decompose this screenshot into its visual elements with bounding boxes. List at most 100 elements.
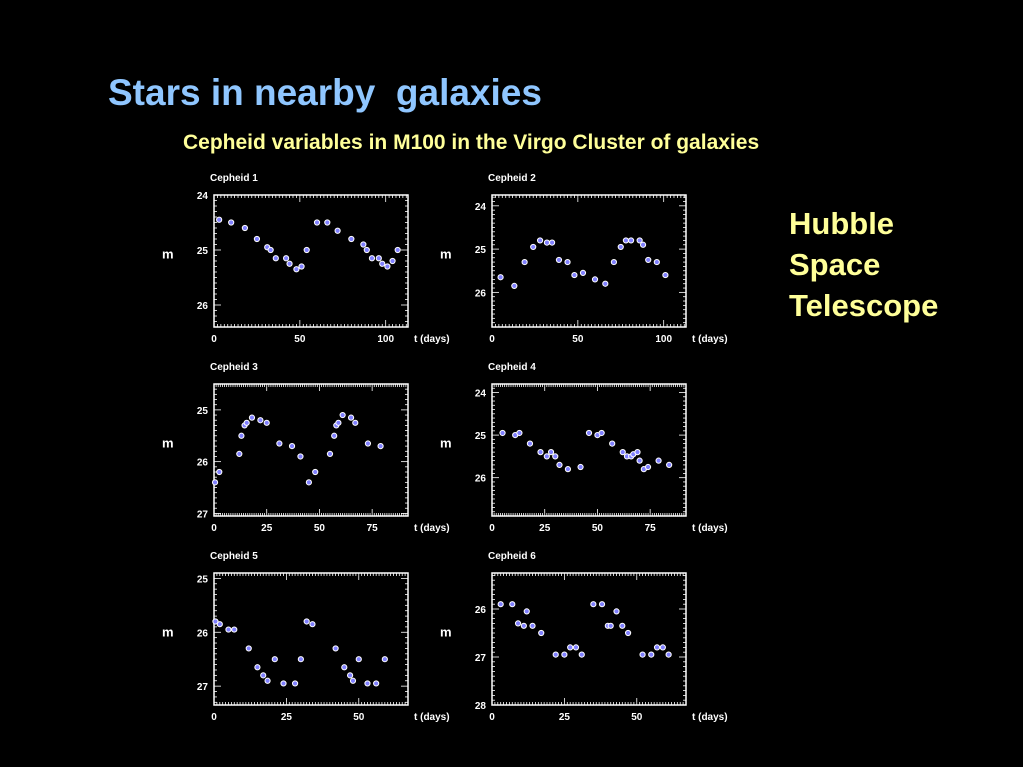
cepheid-3-panel: Cepheid 3 0 25 50 75 25 26 27 t (days) m [160, 356, 450, 536]
data-point [552, 453, 559, 460]
data-point [331, 432, 338, 439]
data-point [264, 677, 271, 684]
data-point [309, 621, 316, 628]
data-point [564, 258, 571, 266]
x-tick-label: 0 [489, 712, 495, 723]
data-point [288, 443, 296, 450]
data-point [253, 235, 261, 243]
cepheid-1-chart: Cepheid 1 0 50 100 24 25 26 t (days) m [162, 173, 450, 345]
plot-frame [491, 194, 687, 328]
cepheid-4-chart: Cepheid 4 0 25 50 75 24 25 26 t (days) m [440, 362, 728, 534]
x-axis-label: t (days) [692, 712, 728, 723]
data-point [293, 266, 300, 273]
data-point [241, 224, 249, 232]
plot-frame [491, 383, 687, 517]
x-axis-label: t (days) [692, 523, 728, 534]
x-axis-label: t (days) [414, 523, 450, 534]
x-tick-label: 50 [314, 523, 326, 534]
data-point [283, 255, 290, 262]
data-point [254, 664, 261, 671]
x-tick-label: 100 [377, 334, 394, 345]
y-tick-label: 25 [475, 431, 487, 442]
data-point [529, 622, 536, 629]
data-point [280, 680, 287, 687]
data-point [334, 227, 341, 234]
data-point [352, 419, 359, 426]
data-point [523, 608, 530, 615]
data-point [216, 468, 223, 476]
plot-frame [213, 383, 409, 517]
data-point [291, 680, 299, 687]
chart-title: Cepheid 5 [210, 551, 258, 562]
data-point [520, 622, 527, 629]
data-point [636, 237, 643, 244]
cepheid-6-chart: Cepheid 6 0 25 50 26 27 28 t (days) m [440, 551, 728, 723]
x-axis-label: t (days) [414, 712, 450, 723]
y-tick-label: 25 [197, 406, 209, 417]
y-tick-label: 27 [197, 509, 209, 520]
data-point [346, 672, 354, 679]
data-point [297, 453, 304, 460]
data-point [537, 449, 544, 456]
hubble-label: Hubble Space Telescope [789, 203, 938, 326]
hubble-label-line-2: Space [789, 247, 881, 282]
plot-frame [213, 572, 409, 706]
cepheid-2-chart: Cepheid 2 0 50 100 24 25 26 t (days) m [440, 173, 728, 345]
x-axis-label: t (days) [692, 334, 728, 345]
data-point [312, 468, 319, 476]
data-point [297, 656, 304, 663]
data-point [567, 644, 574, 651]
data-point [236, 450, 243, 457]
x-tick-label: 100 [655, 334, 672, 345]
data-point [543, 239, 551, 246]
data-point [257, 417, 264, 424]
data-point [624, 629, 632, 637]
data-point [645, 256, 652, 264]
chart-title: Cepheid 6 [488, 551, 536, 562]
data-point [548, 239, 556, 246]
cepheid-2-panel: Cepheid 2 0 50 100 24 25 26 t (days) m [438, 167, 728, 347]
data-point [324, 219, 331, 226]
y-axis-label: m [162, 624, 174, 639]
data-point [225, 626, 232, 633]
data-point [341, 664, 348, 671]
x-tick-label: 50 [572, 334, 584, 345]
data-point [617, 243, 624, 251]
data-point [394, 246, 401, 254]
data-point [511, 282, 518, 289]
data-point [248, 414, 256, 421]
data-point [298, 263, 305, 270]
data-point [375, 255, 382, 262]
cepheid-1-panel: Cepheid 1 0 50 100 24 25 26 t (days) m [160, 167, 450, 347]
data-point [634, 449, 641, 456]
data-point [377, 443, 384, 450]
data-point [497, 274, 504, 281]
chart-title: Cepheid 4 [488, 362, 536, 373]
cepheid-5-panel: Cepheid 5 0 25 50 25 26 27 t (days) m [160, 545, 450, 725]
data-point [602, 280, 609, 287]
data-point [305, 479, 312, 486]
data-point [627, 237, 635, 244]
data-point [655, 457, 662, 464]
data-point [373, 680, 380, 687]
data-point [639, 241, 647, 248]
x-tick-label: 50 [353, 712, 365, 723]
data-point [286, 260, 293, 267]
y-tick-label: 24 [475, 389, 487, 400]
data-point [598, 601, 606, 608]
data-point [245, 645, 252, 652]
data-point [303, 618, 310, 625]
x-tick-label: 0 [489, 523, 495, 534]
data-point [267, 246, 274, 254]
data-point [216, 216, 223, 223]
data-point [536, 237, 544, 244]
data-point [326, 450, 334, 457]
data-point [521, 258, 528, 266]
y-tick-label: 27 [197, 682, 209, 693]
data-point [499, 429, 506, 437]
data-point [335, 419, 342, 426]
data-point [348, 235, 355, 243]
data-point [228, 219, 235, 226]
data-point [381, 656, 388, 663]
x-tick-label: 25 [261, 523, 273, 534]
